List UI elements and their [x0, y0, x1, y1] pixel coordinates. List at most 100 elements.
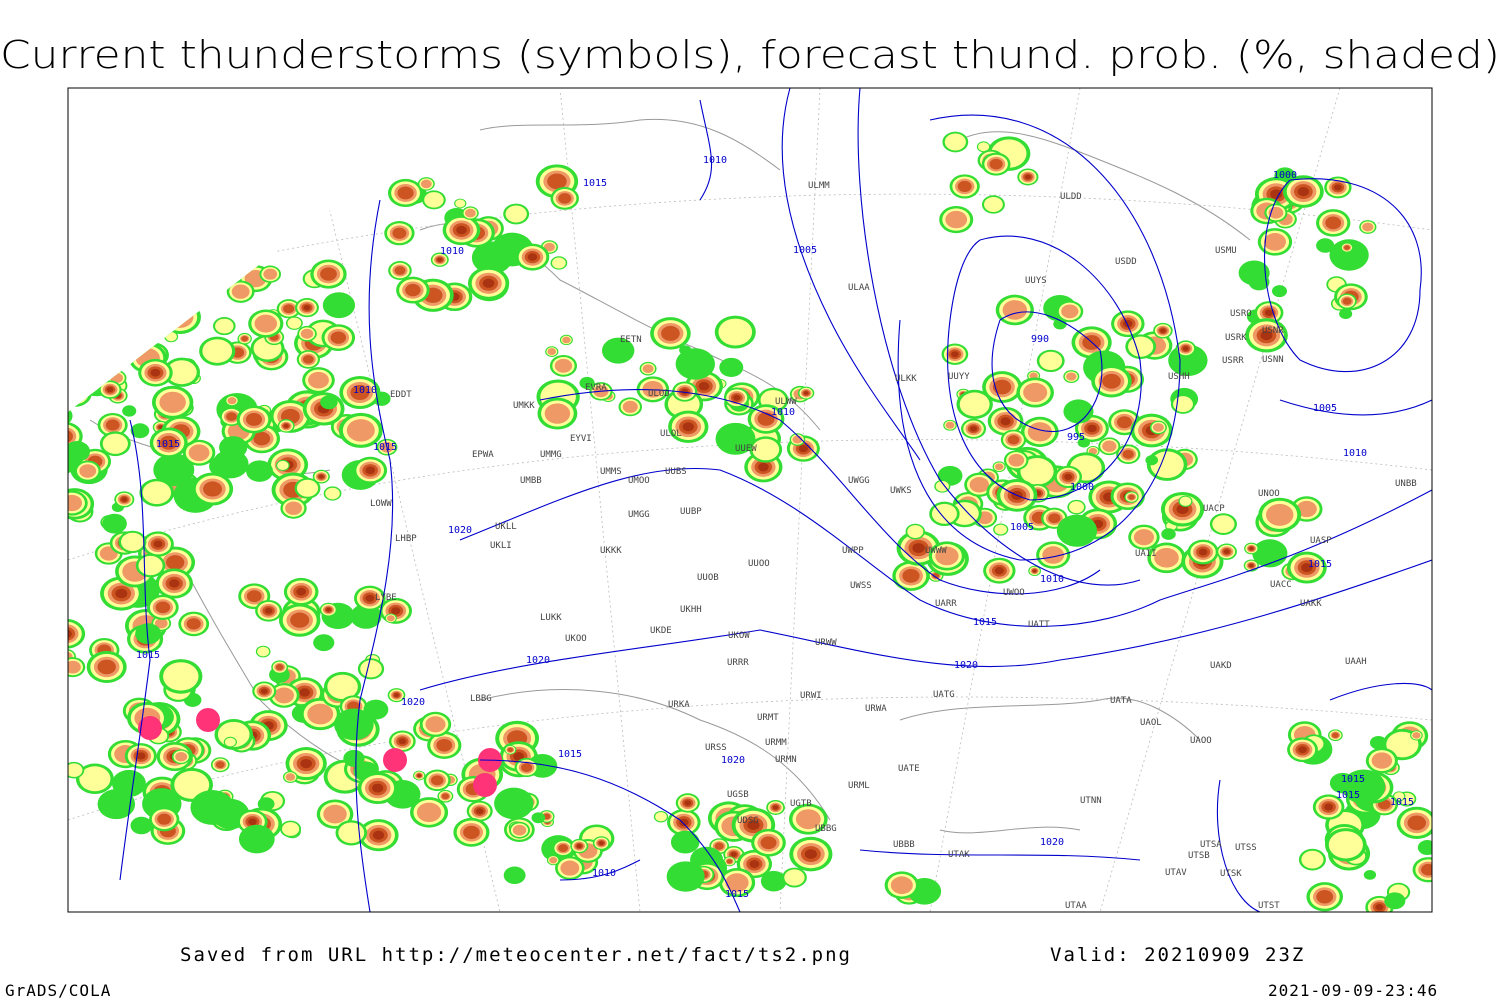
station-label: USMU: [1215, 246, 1237, 256]
shade-blob: [1007, 435, 1020, 445]
isobar-label: 1010: [353, 385, 377, 396]
station-label: UBBG: [815, 824, 837, 834]
shade-blob: [79, 766, 111, 792]
shade-blob: [1264, 309, 1273, 316]
isobar-label: 1015: [1336, 790, 1360, 801]
shade-blob: [1297, 187, 1310, 197]
station-label: UKHH: [680, 605, 702, 615]
shade-blob: [159, 435, 178, 450]
shade-blob: [68, 626, 76, 641]
shade-blob: [1008, 453, 1025, 467]
shade-blob: [1248, 273, 1270, 291]
shade-blob: [320, 267, 337, 281]
station-label: UWGG: [848, 476, 870, 486]
station-label: URSS: [705, 743, 727, 753]
shade-blob: [803, 391, 809, 395]
isobar-label: 1000: [1273, 170, 1297, 181]
shade-blob: [1077, 437, 1091, 448]
shade-blob: [1329, 239, 1369, 271]
station-label: URWI: [800, 691, 822, 701]
shade-blob: [1116, 416, 1132, 429]
shade-blob: [957, 180, 972, 192]
shade-blob: [994, 567, 1004, 575]
station-label: UAOL: [1140, 718, 1162, 728]
shade-blob: [1412, 732, 1421, 739]
shade-blob: [420, 179, 432, 189]
shade-blob: [935, 546, 959, 566]
shade-blob: [246, 460, 273, 482]
station-label: EVRA: [585, 383, 607, 393]
station-label: UKOO: [565, 634, 587, 644]
shade-blob: [1150, 451, 1184, 479]
shade-blob: [512, 824, 527, 836]
shade-blob: [719, 357, 744, 378]
station-label: URWW: [815, 638, 837, 648]
shade-blob: [186, 618, 201, 630]
shade-blob: [760, 836, 777, 850]
shade-blob: [175, 751, 188, 762]
shade-blob: [1344, 245, 1350, 250]
shade-blob: [804, 849, 817, 859]
shade-blob: [248, 818, 257, 826]
shade-blob: [505, 205, 527, 223]
station-label: UTSB: [1188, 851, 1210, 861]
shade-blob: [1384, 892, 1406, 910]
shade-blob: [1161, 528, 1176, 540]
shade-blob: [308, 371, 329, 389]
shade-blob: [698, 381, 710, 391]
shade-blob: [325, 487, 340, 500]
shade-blob: [153, 540, 163, 548]
shade-blob: [190, 790, 235, 825]
shade-blob: [1298, 746, 1307, 754]
shade-blob: [303, 355, 314, 364]
isobar-label: 1010: [1040, 574, 1064, 585]
shade-blob: [758, 462, 769, 472]
shade-blob: [684, 800, 692, 806]
isobar-label: 1005: [1010, 522, 1034, 533]
shade-blob: [747, 820, 760, 830]
station-label: ULDD: [1060, 192, 1082, 202]
shade-blob: [642, 364, 654, 374]
station-label: UKLI: [490, 541, 512, 551]
map-frame: [67, 87, 1433, 913]
station-label: UNOO: [1258, 489, 1280, 499]
shade-blob: [760, 870, 787, 892]
station-label: UKDE: [650, 626, 672, 636]
station-label: USRK: [1225, 333, 1247, 343]
isobar-label: 1005: [1313, 403, 1337, 414]
station-label: UUOB: [697, 573, 719, 583]
station-label: UKOW: [728, 631, 750, 641]
shade-blob: [560, 860, 580, 876]
shade-blob: [97, 659, 116, 675]
station-label: ULKK: [895, 374, 917, 384]
shade-blob: [436, 738, 453, 752]
shade-blob: [105, 419, 120, 431]
shade-blob: [1324, 803, 1334, 811]
isobar-label: 1000: [1070, 482, 1094, 493]
shade-blob: [579, 376, 595, 390]
station-label: UMMS: [600, 467, 622, 477]
shade-blob: [154, 618, 168, 629]
shade-blob: [300, 328, 314, 339]
shade-blob: [163, 662, 199, 691]
isobar-label: 1015: [1308, 559, 1332, 570]
shade-blob: [135, 623, 162, 645]
shade-blob: [174, 770, 210, 799]
station-label: UUYY: [948, 372, 970, 382]
isobar-label: 1015: [558, 749, 582, 760]
shade-blob: [202, 339, 233, 363]
shade-blob: [287, 317, 302, 329]
shade-blob: [666, 861, 705, 892]
shade-blob: [494, 787, 534, 820]
station-label: UUOO: [748, 559, 770, 569]
shade-blob: [531, 812, 546, 824]
station-label: ULWW: [775, 397, 797, 407]
shade-blob: [203, 481, 223, 497]
shade-blob: [752, 438, 780, 461]
shade-blob: [209, 455, 236, 477]
station-label: UMMG: [540, 450, 562, 460]
shade-blob: [219, 436, 248, 459]
shade-blob: [1179, 496, 1192, 506]
station-label: UWSS: [850, 581, 872, 591]
station-label: EDDT: [390, 390, 412, 400]
